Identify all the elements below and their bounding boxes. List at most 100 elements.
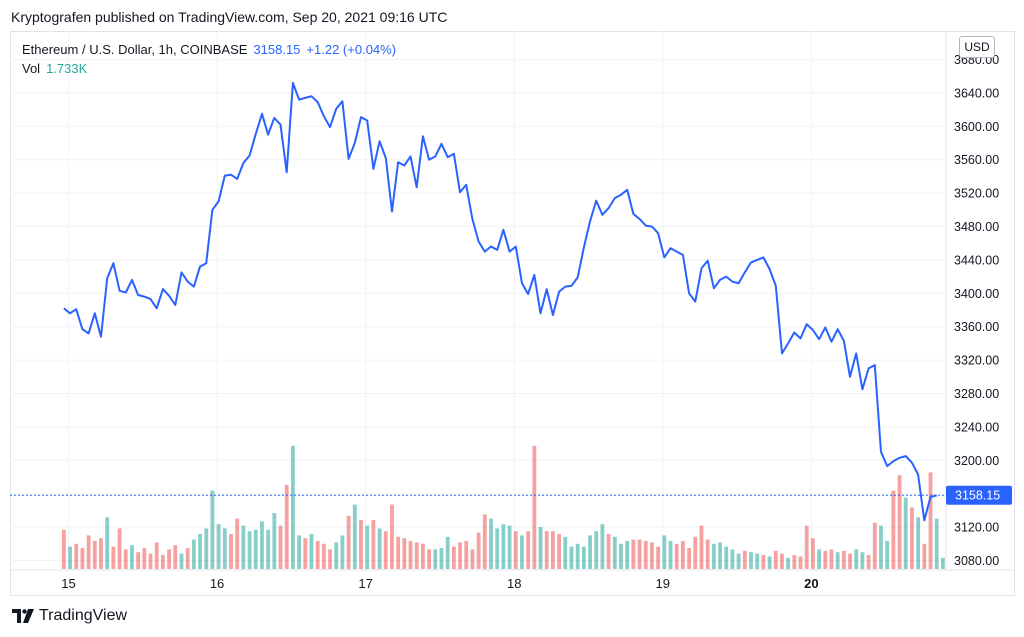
volume-bar <box>718 542 722 569</box>
volume-bar <box>811 538 815 569</box>
price-tick-label: 3600.00 <box>954 120 999 134</box>
volume-bar <box>216 524 221 569</box>
volume-bar <box>80 548 85 569</box>
volume-bar <box>724 546 729 569</box>
currency-button[interactable]: USD <box>959 36 995 58</box>
volume-bar <box>439 548 444 569</box>
symbol-title[interactable]: Ethereum / U.S. Dollar, 1h, COINBASE <box>22 42 248 57</box>
chart-frame[interactable] <box>10 31 1015 596</box>
volume-bar <box>396 536 401 569</box>
volume-bar <box>532 445 537 569</box>
volume-bar <box>272 513 277 569</box>
volume-bar <box>866 555 871 569</box>
volume-bar <box>520 535 524 569</box>
volume-bar <box>742 550 747 569</box>
price-tick-label: 3400.00 <box>954 287 999 301</box>
volume-bar <box>451 546 456 569</box>
volume-bar <box>204 528 209 569</box>
volume-bar <box>699 525 704 569</box>
volume-bar <box>581 546 586 569</box>
price-tick-label: 3560.00 <box>954 153 999 167</box>
volume-bar <box>829 549 834 569</box>
volume-bar <box>470 549 475 569</box>
volume-bar <box>755 553 760 569</box>
volume-bar <box>309 534 314 569</box>
volume-bar <box>637 539 642 569</box>
time-tick-label: 17 <box>358 576 372 591</box>
volume-bar <box>421 543 425 569</box>
volume-bar <box>749 552 753 569</box>
volume-bar <box>606 534 611 569</box>
volume-bar <box>872 522 877 569</box>
volume-bar <box>681 541 685 569</box>
volume-bar <box>656 546 661 569</box>
volume-bar <box>433 549 438 569</box>
volume-bar <box>848 553 852 569</box>
volume-bar <box>352 504 357 569</box>
time-tick-label: 15 <box>61 576 75 591</box>
volume-label[interactable]: Vol <box>22 61 41 76</box>
volume-bar <box>879 525 883 569</box>
volume-bar <box>167 549 171 569</box>
volume-bar <box>625 541 630 569</box>
current-price-tag-text: 3158.15 <box>955 489 1000 503</box>
volume-bar <box>86 535 91 569</box>
volume-bar <box>61 529 66 569</box>
volume-bar <box>414 542 419 569</box>
volume-bar <box>247 531 252 569</box>
volume-bar <box>897 475 902 569</box>
volume-bar <box>266 529 271 569</box>
volume-bar <box>575 543 580 569</box>
volume-bar <box>563 536 568 569</box>
volume-bar <box>321 543 326 569</box>
volume-bar <box>643 541 648 569</box>
price-tick-label: 3480.00 <box>954 220 999 234</box>
volume-bar <box>235 518 240 569</box>
volume-bar <box>557 534 561 569</box>
volume-bar <box>922 543 927 569</box>
volume-bar <box>185 548 190 569</box>
price-tick-label: 3440.00 <box>954 253 999 267</box>
volume-bar <box>841 550 846 569</box>
volume-bar <box>786 557 791 569</box>
volume-bar <box>489 518 493 569</box>
volume-value: 1.733K <box>46 61 88 76</box>
volume-bar <box>427 549 431 569</box>
volume-bar <box>482 514 487 569</box>
volume-bar <box>544 531 549 569</box>
volume-bar <box>99 538 103 569</box>
volume-bar <box>191 539 196 569</box>
volume-bar <box>526 531 531 569</box>
volume-bar <box>390 504 394 569</box>
tradingview-logo[interactable]: TradingView <box>12 607 127 625</box>
volume-bar <box>941 557 945 569</box>
price-tick-label: 3200.00 <box>954 454 999 468</box>
volume-bar <box>130 545 134 569</box>
volume-bar <box>173 545 178 569</box>
volume-bar <box>278 525 283 569</box>
volume-bar <box>241 525 246 569</box>
chart-legend: Ethereum / U.S. Dollar, 1h, COINBASE 3158… <box>22 40 396 78</box>
volume-bar <box>402 538 407 569</box>
price-series-line <box>63 81 937 522</box>
volume-bar <box>334 542 339 569</box>
volume-bar <box>792 555 797 569</box>
volume-bar <box>464 541 469 569</box>
volume-bar <box>148 553 153 569</box>
volume-bar <box>693 536 698 569</box>
price-tick-label: 3240.00 <box>954 420 999 434</box>
volume-bar <box>284 485 289 569</box>
volume-bar <box>612 536 617 569</box>
time-tick-label: 16 <box>210 576 224 591</box>
volume-bar <box>92 541 97 569</box>
volume-bar <box>538 527 543 569</box>
price-tick-label: 3320.00 <box>954 354 999 368</box>
volume-bar <box>619 543 623 569</box>
volume-bar <box>860 552 865 569</box>
volume-bar <box>513 531 518 569</box>
volume-bar <box>383 531 388 569</box>
tradingview-icon <box>12 609 34 623</box>
legend-price: 3158.15 <box>253 42 301 57</box>
volume-bar <box>668 541 673 569</box>
